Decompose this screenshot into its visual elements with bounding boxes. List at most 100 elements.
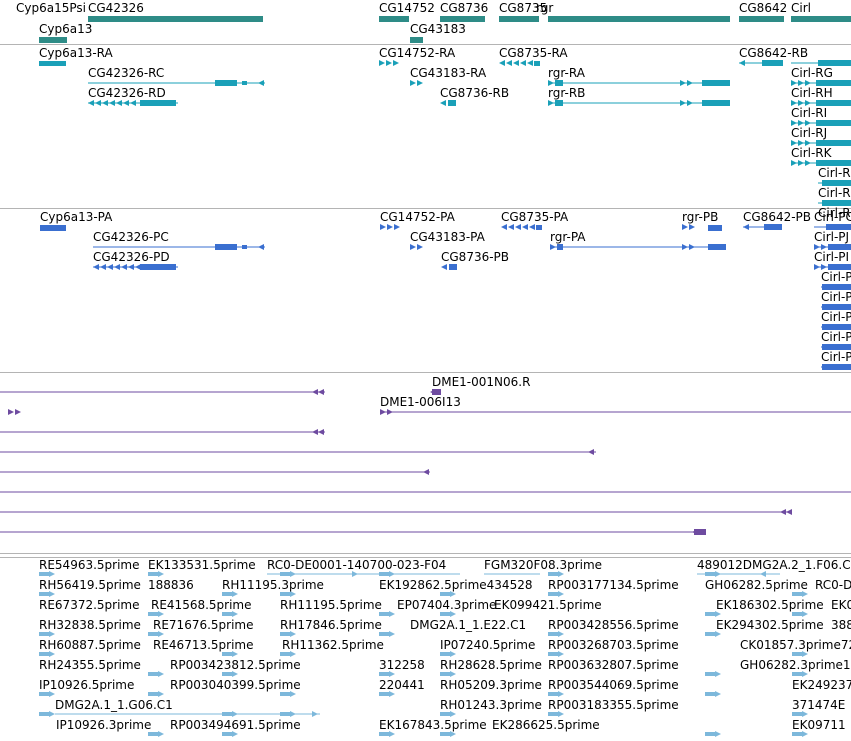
ests-feature-label[interactable]: EK167843.5prime [379,718,487,732]
transcripts-protein-feature-label[interactable]: CG42326-PD [93,250,170,264]
transcripts-protein-feature-label[interactable]: CG8735-PA [501,210,569,224]
transcripts-mrna-feature-label[interactable]: Cirl-RH [791,86,833,100]
transcripts-protein-feature-label[interactable]: Cirl-P [821,270,851,284]
genes-feature-label[interactable]: CG42326 [88,1,144,15]
genes-feature-label[interactable]: CG8735 [499,1,548,15]
ests-feature-label[interactable]: 388 [831,618,851,632]
transcripts-protein-feature-label[interactable]: rgr-PB [682,210,719,224]
ests-feature-label[interactable]: GH06282.3prime1 [740,658,851,672]
ests-feature-label[interactable]: RE46713.5prime [153,638,254,652]
clones-feature-label[interactable]: DME1-006I13 [380,395,461,409]
ests-feature-label[interactable]: RP003183355.5prime [548,698,679,712]
transcripts-mrna-feature-label[interactable]: Cirl-RG [791,66,833,80]
ests-feature-label[interactable]: DMG2A.1_1.G06.C1 [55,698,173,712]
transcripts-mrna-feature-label[interactable]: rgr-RB [548,86,586,100]
ests-feature-label[interactable]: EK133531.5prime [148,558,256,572]
ests-feature-label[interactable]: RP003040399.5prime [170,678,301,692]
transcripts-mrna-feature-label[interactable]: CG8735-RA [499,46,568,60]
ests-feature-label[interactable]: 188836 [148,578,194,592]
ests-feature-label[interactable]: IP10926.3prime [56,718,152,732]
ests-feature-label[interactable]: RH01243.3prime [440,698,542,712]
transcripts-protein-feature-label[interactable]: Cirl-P [821,330,851,344]
genes-feature-label[interactable]: Cyp6a15Psi [16,1,86,15]
transcripts-protein-feature-label[interactable]: CG8642-PB [743,210,812,224]
transcripts-protein-feature-label[interactable]: Cirl-PC [814,210,851,224]
ests-feature-label[interactable]: 371474E [792,698,846,712]
ests-feature-label[interactable]: EK249237 [792,678,851,692]
genes-feature-label[interactable]: CG43183 [410,22,466,36]
ests-feature-label[interactable]: EK192862.5prime434528 [379,578,533,592]
transcripts-mrna-feature-label[interactable]: CG42326-RD [88,86,166,100]
ests-feature-label[interactable]: EK099421.5prime [494,598,602,612]
ests-feature-label[interactable]: RE67372.5prime [39,598,140,612]
genes-feature-label[interactable]: Cyp6a13 [39,22,93,36]
ests-feature-label[interactable]: RE71676.5prime [153,618,254,632]
ests-feature-label[interactable]: RP003268703.5prime [548,638,679,652]
transcripts-mrna-feature-label[interactable]: Cirl-RJ [791,126,828,140]
clones-feature-label[interactable]: DME1-001N06.R [432,375,531,389]
transcripts-protein-feature-label[interactable]: Cirl-PJ [814,230,850,244]
ests-feature-label[interactable]: RH32838.5prime [39,618,141,632]
ests-feature-label[interactable]: EK09711 [792,718,846,732]
ests-feature-label[interactable]: RH11195.5prime [280,598,382,612]
transcripts-mrna-feature-label[interactable]: Cirl-RK [791,146,832,160]
transcripts-protein-feature-label[interactable]: Cirl-PI [814,250,850,264]
ests-feature-label[interactable]: 220441 [379,678,425,692]
transcripts-mrna-feature-label[interactable]: CG43183-RA [410,66,487,80]
transcripts-mrna-feature-label[interactable]: Cyp6a13-RA [39,46,113,60]
ests-feature-label[interactable]: RP003494691.5prime [170,718,301,732]
ests-feature-label[interactable]: FGM320F08.3prime [484,558,603,572]
transcripts-protein-feature-label[interactable]: CG8736-PB [441,250,510,264]
ests-feature-label[interactable]: RP003423812.5prime [170,658,301,672]
transcripts-mrna-feature-label[interactable]: CG8736-RB [440,86,510,100]
ests-feature-label[interactable]: EP07404.3prime [397,598,497,612]
ests-feature-label[interactable]: IP07240.5prime [440,638,536,652]
genes-feature-label[interactable]: Cirl [791,1,811,15]
transcripts-mrna-feature-label[interactable]: CG8642-RB [739,46,809,60]
ests-feature-label[interactable]: RH11362.5prime [282,638,384,652]
ests-feature-label[interactable]: 312258 [379,658,425,672]
genes-feature-label[interactable]: CG14752 [379,1,435,15]
ests-feature-label[interactable]: EK294302.5prime [716,618,824,632]
transcripts-protein-feature-label[interactable]: CG43183-PA [410,230,485,244]
ests-feature-label[interactable]: RP003428556.5prime [548,618,679,632]
ests-feature-label[interactable]: RE54963.5prime [39,558,140,572]
ests-feature-label[interactable]: RP003632807.5prime [548,658,679,672]
ests-feature-label[interactable]: RE41568.5prime [151,598,252,612]
ests-feature-label[interactable]: 489012DMG2A.2_1.F06.C1 [697,558,851,572]
transcripts-protein-feature-label[interactable]: CG14752-PA [380,210,455,224]
ests-feature-label[interactable]: EK286625.5prime [492,718,600,732]
ests-feature-label[interactable]: RP003544069.5prime [548,678,679,692]
genes-feature-label[interactable]: CG8642 [739,1,788,15]
ests-feature-label[interactable]: RC0-D [815,578,851,592]
transcripts-protein-feature-label[interactable]: Cirl-P [821,350,851,364]
ests-feature-label[interactable]: EK0 [831,598,851,612]
transcripts-mrna-feature-label[interactable]: Cirl-R [818,166,851,180]
ests-feature-label[interactable]: RH11195.3prime [222,578,324,592]
ests-feature-label[interactable]: RH24355.5prime [39,658,141,672]
transcripts-protein-feature-label[interactable]: Cirl-P [821,290,851,304]
ests-feature-label[interactable]: IP10926.5prime [39,678,135,692]
ests-feature-label[interactable]: RH60887.5prime [39,638,141,652]
transcripts-protein-feature-label[interactable]: Cyp6a13-PA [40,210,113,224]
ests-feature-label[interactable]: RH56419.5prime [39,578,141,592]
ests-feature-label[interactable]: RC0-DE0001-140700-023-F04 [267,558,447,572]
genes-feature-label[interactable]: rgr [536,1,554,15]
transcripts-mrna-feature-label[interactable]: Cirl-R [818,206,851,220]
ests-feature-label[interactable]: RH28628.5prime [440,658,542,672]
transcripts-mrna-feature-label[interactable]: CG14752-RA [379,46,456,60]
transcripts-protein-feature-label[interactable]: CG42326-PC [93,230,169,244]
transcripts-mrna-feature-label[interactable]: CG42326-RC [88,66,165,80]
ests-feature-label[interactable]: RP003177134.5prime [548,578,679,592]
transcripts-mrna-feature-label[interactable]: Cirl-R [818,186,851,200]
transcripts-mrna-feature-label[interactable]: rgr-RA [548,66,585,80]
ests-feature-label[interactable]: EK186302.5prime [716,598,824,612]
ests-feature-label[interactable]: RH17846.5prime [280,618,382,632]
transcripts-protein-feature-label[interactable]: Cirl-P [821,310,851,324]
genes-feature-label[interactable]: CG8736 [440,1,489,15]
ests-feature-label[interactable]: RH05209.3prime [440,678,542,692]
ests-feature-label[interactable]: CK01857.3prime72 [740,638,851,652]
ests-feature-label[interactable]: GH06282.5prime [705,578,808,592]
transcripts-mrna-feature-label[interactable]: Cirl-RI [791,106,828,120]
